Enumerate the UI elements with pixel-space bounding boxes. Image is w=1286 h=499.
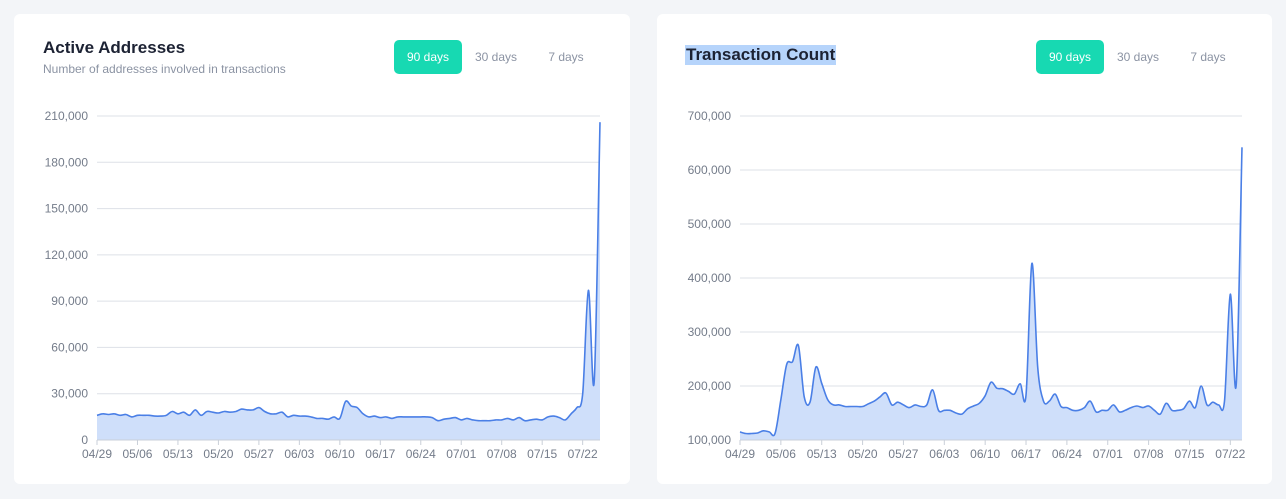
y-tick-label: 200,000 <box>688 379 732 393</box>
x-tick-label: 04/29 <box>725 447 755 461</box>
x-tick-label: 06/24 <box>406 447 436 461</box>
y-tick-label: 400,000 <box>688 271 732 285</box>
series-area <box>97 122 600 440</box>
y-tick-label: 60,000 <box>51 340 88 354</box>
x-tick-label: 05/20 <box>848 447 878 461</box>
active-addresses-card: Active Addresses Number of addresses inv… <box>14 14 630 484</box>
range-30-days-button[interactable]: 30 days <box>1104 40 1172 74</box>
y-tick-label: 180,000 <box>45 155 89 169</box>
y-tick-label: 600,000 <box>688 163 732 177</box>
chart-title: Active Addresses <box>43 38 186 57</box>
y-tick-label: 500,000 <box>688 217 732 231</box>
y-tick-label: 0 <box>81 433 88 447</box>
range-30-days-button[interactable]: 30 days <box>462 40 530 74</box>
x-tick-label: 07/22 <box>568 447 598 461</box>
x-tick-label: 05/13 <box>163 447 193 461</box>
range-7-days-button[interactable]: 7 days <box>1174 40 1242 74</box>
range-90-days-button[interactable]: 90 days <box>1036 40 1104 74</box>
x-tick-label: 05/27 <box>888 447 918 461</box>
range-7-days-button[interactable]: 7 days <box>532 40 600 74</box>
x-tick-label: 05/06 <box>766 447 796 461</box>
x-tick-label: 06/03 <box>284 447 314 461</box>
y-tick-label: 100,000 <box>688 433 732 447</box>
series-line <box>739 147 1243 437</box>
series-area <box>740 147 1242 441</box>
x-tick-label: 07/22 <box>1215 447 1245 461</box>
x-tick-label: 07/15 <box>527 447 557 461</box>
x-tick-label: 05/27 <box>244 447 274 461</box>
x-tick-label: 06/17 <box>1011 447 1041 461</box>
x-tick-label: 05/06 <box>122 447 152 461</box>
y-tick-label: 300,000 <box>688 325 732 339</box>
transaction-count-card: Transaction Count 90 days 30 days 7 days… <box>657 14 1272 484</box>
x-tick-label: 06/10 <box>970 447 1000 461</box>
active-addresses-chart: 0 30,000 60,000 90,000 120,000 150,000 180,000… <box>45 109 601 461</box>
series-line <box>96 122 601 422</box>
x-tick-label: 07/01 <box>1093 447 1123 461</box>
x-tick-label: 06/24 <box>1052 447 1082 461</box>
x-tick-label: 07/01 <box>446 447 476 461</box>
x-tick-label: 06/17 <box>365 447 395 461</box>
x-tick-label: 06/10 <box>325 447 355 461</box>
chart-title: Transaction Count <box>685 45 837 65</box>
y-tick-label: 90,000 <box>51 294 88 308</box>
chart-subtitle: Number of addresses involved in transact… <box>43 62 286 76</box>
x-tick-label: 05/20 <box>203 447 233 461</box>
y-tick-label: 30,000 <box>51 387 88 401</box>
y-tick-label: 700,000 <box>688 109 732 123</box>
x-tick-label: 07/15 <box>1174 447 1204 461</box>
x-tick-label: 07/08 <box>487 447 517 461</box>
x-tick-label: 06/03 <box>929 447 959 461</box>
y-tick-label: 150,000 <box>45 202 89 216</box>
y-tick-label: 120,000 <box>45 248 89 262</box>
range-90-days-button[interactable]: 90 days <box>394 40 462 74</box>
transaction-count-chart: 100,000 200,000 300,000 400,000 500,000 600,0… <box>688 109 1246 461</box>
x-tick-label: 07/08 <box>1134 447 1164 461</box>
y-tick-label: 210,000 <box>45 109 89 123</box>
x-tick-label: 05/13 <box>807 447 837 461</box>
x-tick-label: 04/29 <box>82 447 112 461</box>
